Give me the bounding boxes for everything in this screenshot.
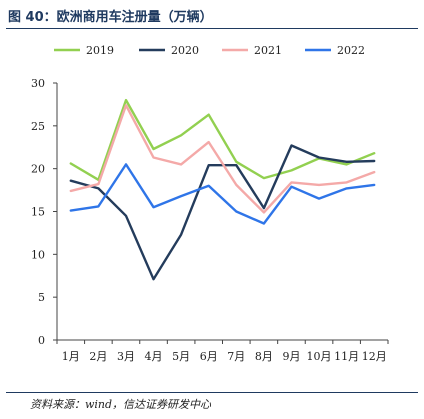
series-lines <box>69 98 376 281</box>
x-tick-label: 7月 <box>227 350 245 363</box>
y-tick-label: 25 <box>31 120 45 133</box>
legend: 2019 2020 2021 2022 <box>54 44 365 57</box>
source-note: 资料来源：wind，信达证券研发中心 <box>30 398 212 411</box>
x-tick-label: 12月 <box>362 350 387 363</box>
legend-label-2020: 2020 <box>171 44 199 57</box>
x-tick-label: 10月 <box>307 350 332 363</box>
legend-label-2019: 2019 <box>86 44 114 57</box>
x-tick-label: 8月 <box>255 350 273 363</box>
x-tick-label: 11月 <box>334 350 359 363</box>
y-tick-label: 10 <box>31 248 45 261</box>
x-tick-label: 6月 <box>200 350 218 363</box>
x-tick-label: 2月 <box>89 350 107 363</box>
axes: 0 5 10 15 20 25 30 1月 2月 3月 4月 5月 6月 7月 8月 9月 10月 11月 12月 <box>31 77 389 363</box>
x-tick-label: 5月 <box>172 350 190 363</box>
x-tick-label: 1月 <box>62 350 80 363</box>
x-tick-label: 9月 <box>282 350 300 363</box>
series-line-2022 <box>69 163 376 225</box>
source-divider <box>6 392 418 393</box>
y-tick-label: 5 <box>38 291 45 304</box>
chart-title: 图 40：欧洲商用车注册量（万辆） <box>8 10 213 25</box>
y-tick-label: 20 <box>31 163 45 176</box>
title-divider <box>6 28 418 29</box>
series-line-2019 <box>69 98 376 182</box>
y-tick-label: 0 <box>38 334 45 347</box>
legend-label-2022: 2022 <box>337 44 365 57</box>
y-tick-label: 30 <box>31 77 45 90</box>
y-tick-label: 15 <box>31 206 45 219</box>
series-line-2021 <box>69 104 376 214</box>
legend-label-2021: 2021 <box>254 44 282 57</box>
x-tick-label: 4月 <box>145 350 163 363</box>
x-tick-label: 3月 <box>117 350 135 363</box>
